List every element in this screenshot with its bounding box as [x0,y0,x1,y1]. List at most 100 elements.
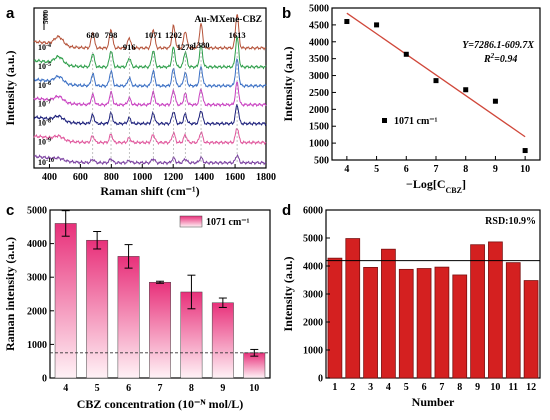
legend-swatch [179,215,203,228]
x-tick-label: 7 [434,164,439,175]
bar [345,238,361,379]
y-tick-label: 1000 [303,346,323,357]
peak-label: 1380 [193,40,210,50]
bar [149,281,171,379]
bar [523,280,539,379]
peak-label: 1613 [229,30,246,40]
x-tick-label: 1600 [225,172,245,183]
bar [381,248,396,379]
spectrum-concentration-label: 10-4 [38,43,51,52]
data-point [492,98,498,104]
y-tick-label: 0 [42,374,47,385]
panel-a-label: a [6,5,15,22]
bar [211,302,234,379]
panel-b-calibration-plot: 500 1000 1500 2000 2500 3000 3500 4000 4500 5000 4… [281,4,541,195]
peak-label: 1071 [145,30,162,40]
bar [470,244,485,379]
fit-r-squared: R2=0.94 [483,52,517,65]
y-tick-label: 1000 [309,139,329,150]
panel-d-label: d [282,202,291,219]
x-tick-label: 800 [104,172,119,183]
panel-a-frame [33,7,267,169]
spectrum-line [33,81,267,108]
x-tick-label: 4 [386,382,391,393]
x-tick-label: 6 [404,164,409,175]
panel-a-annotation: Au-MXene-CBZ [194,15,262,25]
bar [363,266,378,379]
x-tick-label: 1400 [194,172,214,183]
x-tick-label: 12 [526,382,536,393]
peak-label: 916 [123,42,136,52]
bar [54,223,77,379]
panel-b-label: b [282,5,291,22]
y-tick-label: 6000 [303,206,323,217]
bar [416,268,432,379]
x-tick-label: 1000 [132,172,152,183]
x-tick-label: 5 [404,382,409,393]
x-tick-label: 6 [126,383,131,394]
x-tick-label: 9 [220,383,225,394]
x-tick-label: 8 [463,164,468,175]
y-tick-label: 0 [318,374,323,385]
y-tick-label: 5000 [309,4,329,15]
y-tick-label: 2000 [309,105,329,116]
x-tick-label: 7 [158,383,163,394]
panel-d-reproducibility-bars: 1 2 3 4 5 6 7 8 9 10 11 120100020003000400050006000… [281,206,541,409]
bar [117,256,140,379]
y-tick-label: 1000 [27,340,47,351]
x-tick-label: 5 [95,383,100,394]
y-tick-label: 5000 [303,234,323,245]
y-tick-label: 4500 [309,20,329,31]
data-point [463,87,469,93]
spectrum-line [33,127,267,146]
x-tick-label: 8 [457,382,462,393]
y-axis-label: Intensity (a.u.) [281,46,295,121]
bar [327,257,343,379]
peak-label: 680 [86,30,99,40]
spectrum-line [33,36,267,70]
bar [505,262,521,379]
x-tick-label: 5 [374,164,379,175]
fit-line [346,12,526,138]
x-tick-label: 10 [249,383,259,394]
y-tick-label: 500 [314,156,329,167]
y-tick-label: 2500 [309,88,329,99]
x-axis-label: Raman shift (cm⁻¹) [100,184,199,198]
x-tick-label: 4 [63,383,68,394]
data-point [344,19,350,25]
spectrum-concentration-label: 10-9 [38,138,51,147]
spectrum-line [33,103,267,127]
data-point [433,78,439,84]
legend-marker [382,118,387,123]
peak-label: 798 [105,30,118,40]
y-tick-label: 3000 [27,273,47,284]
x-tick-label: 3 [368,382,373,393]
legend-label: 1071 cm⁻¹ [394,116,438,127]
spectrum-line [33,57,267,89]
y-axis-label: Raman intensity (a.u.) [3,237,17,351]
spectrum-concentration-label: 10-5 [38,62,51,71]
x-tick-label: 2 [350,382,355,393]
y-axis-label: Intensity (a.u.) [3,50,17,125]
x-axis-label: CBZ concentration (10⁻ᴺ mol/L) [77,397,244,411]
spectrum-line [33,153,267,166]
x-tick-label: 9 [475,382,480,393]
x-tick-label: 10 [490,382,500,393]
y-tick-label: 3000 [303,290,323,301]
peak-label: 1278 [177,42,194,52]
x-tick-label: 7 [439,382,444,393]
spectrum-concentration-label: 10-7 [38,100,51,109]
spectrum-line [33,14,267,51]
x-axis-label: −Log[CCBZ] [406,177,466,195]
bar [452,274,468,379]
bar [86,239,109,379]
panel-b-frame [331,7,541,161]
x-tick-label: 11 [509,382,518,393]
y-tick-label: 1500 [309,122,329,133]
y-tick-label: 3500 [309,54,329,65]
bar [398,268,414,379]
rsd-annotation: RSD:10.9% [485,216,536,227]
y-axis-label: Intensity (a.u.) [281,256,295,331]
y-tick-label: 5000 [27,206,47,217]
